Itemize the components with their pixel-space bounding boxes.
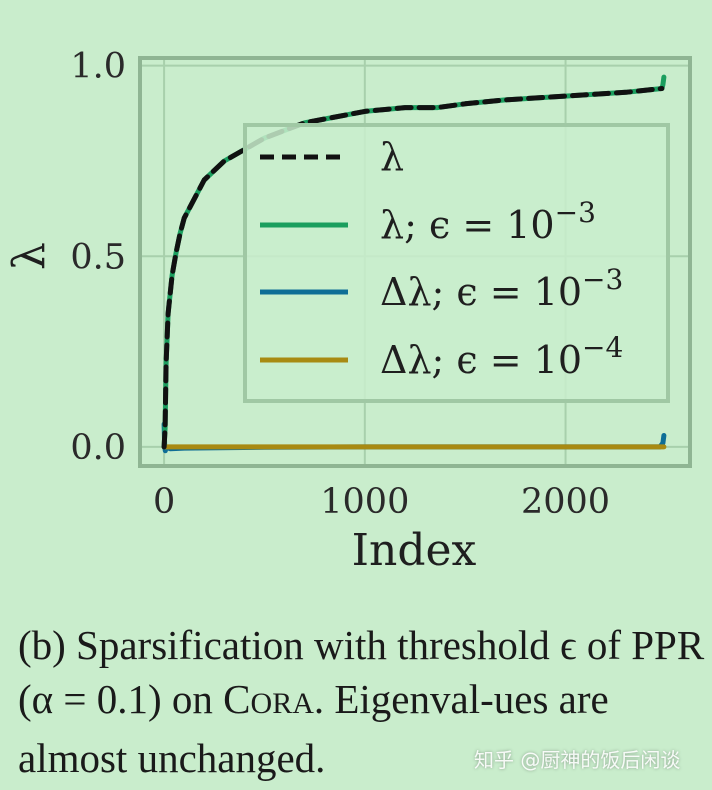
legend-label-lambda: λ — [380, 135, 404, 179]
legend-label-lambda-eps3: λ; ϵ = 10−3 — [380, 196, 596, 247]
x-tick-label: 1000 — [320, 482, 409, 522]
caption-text-1: (b) Sparsification with threshold ϵ of P… — [18, 622, 705, 722]
tick-labels: 0 1000 2000 0.0 0.5 1.0 — [70, 47, 610, 522]
x-tick-label: 0 — [153, 482, 175, 522]
caption-cora-rest: ORA — [250, 687, 314, 720]
legend-label-delta-eps3: Δλ; ϵ = 10−3 — [380, 263, 623, 314]
y-tick-label: 0.5 — [70, 237, 126, 277]
legend: λ λ; ϵ = 10−3 Δλ; ϵ = 10−3 Δλ; ϵ = 10−4 — [243, 123, 670, 403]
y-tick-label: 1.0 — [70, 47, 126, 87]
legend-box — [243, 123, 670, 403]
watermark: 知乎 @厨神的饭后闲谈 — [474, 748, 681, 772]
y-axis-title: λ — [4, 242, 55, 270]
caption-text-2: . Eigenval-ues are almost unchanged. — [18, 676, 609, 781]
chart: 0 1000 2000 0.0 0.5 1.0 Index λ λ λ; ϵ = 10−3… — [4, 47, 692, 576]
x-axis-title: Index — [352, 525, 477, 576]
x-tick-label: 2000 — [521, 482, 610, 522]
legend-label-delta-eps4: Δλ; ϵ = 10−4 — [380, 331, 623, 382]
caption-cora-c: C — [223, 676, 251, 722]
plot-frame — [138, 56, 692, 468]
figure-caption: (b) Sparsification with threshold ϵ of P… — [18, 618, 708, 785]
y-tick-label: 0.0 — [70, 428, 126, 468]
